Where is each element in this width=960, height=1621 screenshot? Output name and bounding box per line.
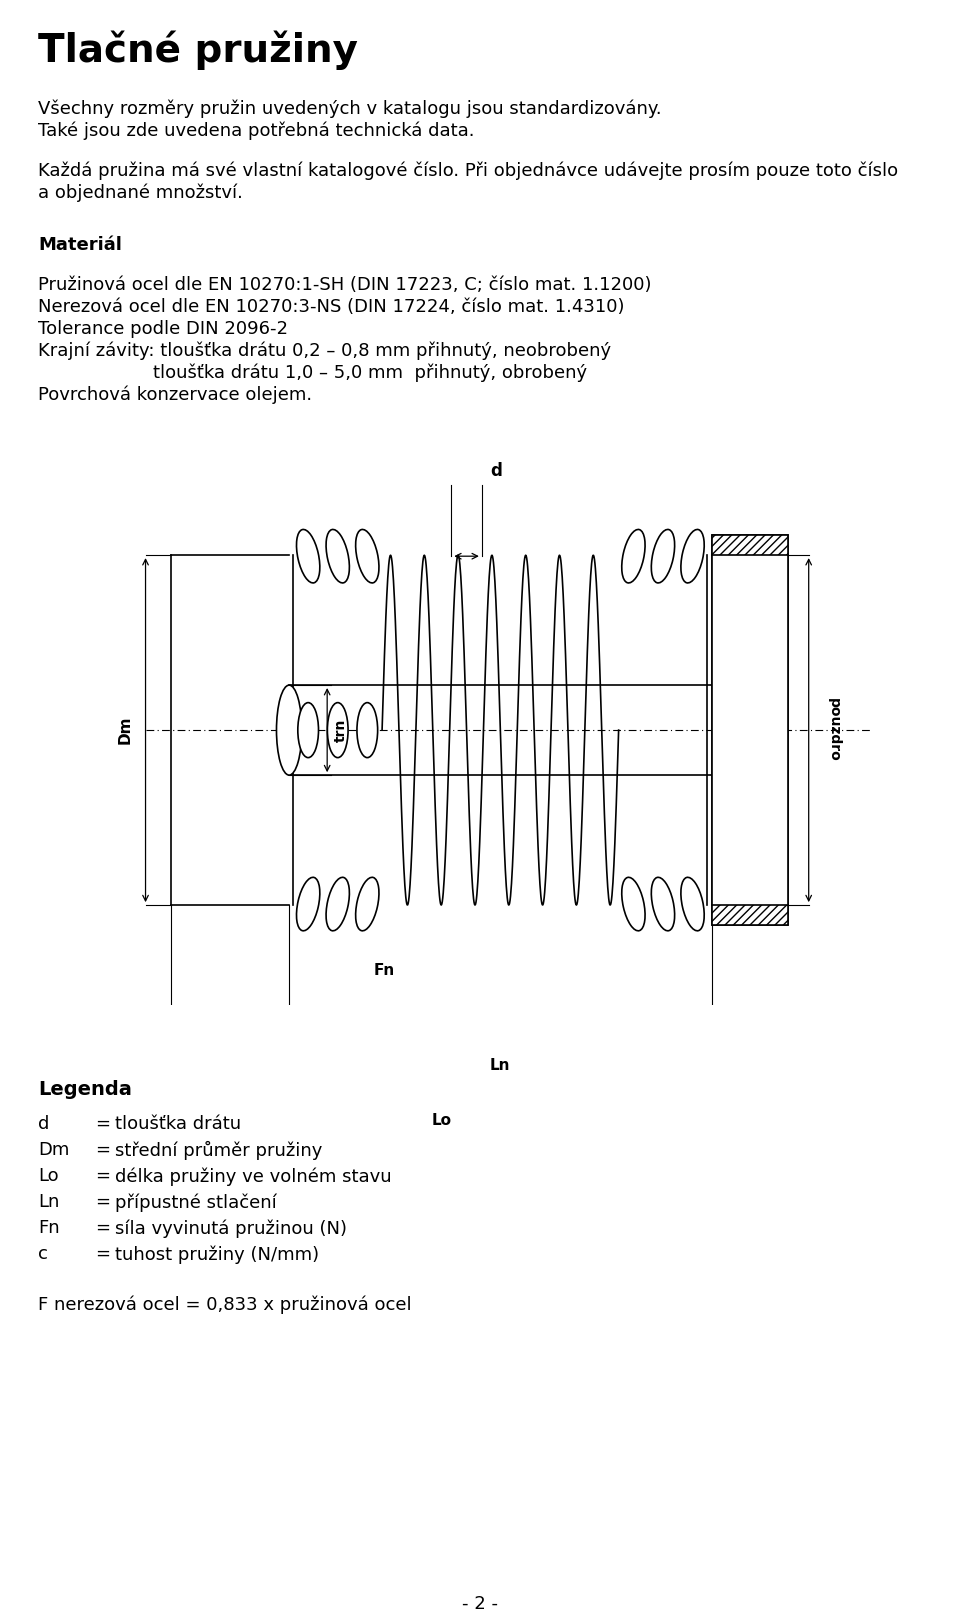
Text: =: = [95,1219,110,1237]
Text: Lo: Lo [431,1114,451,1128]
Text: Fn: Fn [373,963,395,977]
Bar [711,535,787,926]
Text: střední průměr pružiny: střední průměr pružiny [115,1141,323,1161]
Ellipse shape [326,530,349,584]
Text: Nerezová ocel dle EN 10270:3-NS (DIN 17224, číslo mat. 1.4310): Nerezová ocel dle EN 10270:3-NS (DIN 172… [38,298,625,316]
Text: Každá pružina má své vlastní katalogové číslo. Při objednávce udávejte prosím po: Každá pružina má své vlastní katalogové … [38,162,899,180]
Text: tloušťka drátu 1,0 – 5,0 mm  přihnutý, obrobený: tloušťka drátu 1,0 – 5,0 mm přihnutý, ob… [38,365,588,383]
Ellipse shape [276,686,301,775]
Text: Fn: Fn [38,1219,60,1237]
Text: síla vyvinutá pružinou (N): síla vyvinutá pružinou (N) [115,1219,347,1237]
Bar [711,535,787,926]
Ellipse shape [297,877,320,930]
Ellipse shape [651,530,675,584]
Text: a objednané množství.: a objednané množství. [38,185,243,203]
Text: Také jsou zde uvedena potřebná technická data.: Také jsou zde uvedena potřebná technická… [38,122,474,141]
Text: Materiál: Materiál [38,237,122,254]
Text: Tlačné pružiny: Tlačné pružiny [38,31,358,70]
Text: =: = [95,1115,110,1133]
Text: F nerezová ocel = 0,833 x pružinová ocel: F nerezová ocel = 0,833 x pružinová ocel [38,1297,412,1315]
Text: pouzdro: pouzdro [828,699,841,762]
Text: trn: trn [334,718,348,742]
Ellipse shape [622,877,645,930]
Ellipse shape [298,702,319,757]
Text: d: d [38,1115,49,1133]
Ellipse shape [681,530,705,584]
Bar [711,554,787,905]
Text: Tolerance podle DIN 2096-2: Tolerance podle DIN 2096-2 [38,319,288,339]
Ellipse shape [357,702,377,757]
Text: d: d [491,462,502,480]
Bar [711,905,787,926]
Text: Dm: Dm [118,716,132,744]
Text: Legenda: Legenda [38,1080,132,1099]
Ellipse shape [297,530,320,584]
Text: Krajní závity: tloušťka drátu 0,2 – 0,8 mm přihnutý, neobrobený: Krajní závity: tloušťka drátu 0,2 – 0,8 … [38,342,612,360]
Text: Ln: Ln [491,1059,511,1073]
Text: tloušťka drátu: tloušťka drátu [115,1115,241,1133]
Text: Lo: Lo [38,1167,59,1185]
Text: - 2 -: - 2 - [462,1595,498,1613]
Ellipse shape [355,877,379,930]
Text: =: = [95,1141,110,1159]
Text: Pružinová ocel dle EN 10270:1-SH (DIN 17223, C; číslo mat. 1.1200): Pružinová ocel dle EN 10270:1-SH (DIN 17… [38,276,652,293]
Bar [711,535,787,554]
Text: Všechny rozměry pružin uvedených v katalogu jsou standardizovány.: Všechny rozměry pružin uvedených v katal… [38,101,661,118]
Ellipse shape [355,530,379,584]
Ellipse shape [326,877,349,930]
Ellipse shape [327,702,348,757]
Text: Ln: Ln [38,1193,60,1211]
Text: tuhost pružiny (N/mm): tuhost pružiny (N/mm) [115,1245,319,1263]
Text: c: c [38,1245,48,1263]
Text: Dm: Dm [38,1141,69,1159]
Ellipse shape [681,877,705,930]
Text: =: = [95,1245,110,1263]
Text: =: = [95,1193,110,1211]
Text: přípustné stlačení: přípustné stlačení [115,1193,276,1211]
Text: délka pružiny ve volném stavu: délka pružiny ve volném stavu [115,1167,392,1185]
Text: =: = [95,1167,110,1185]
Text: Povrchová konzervace olejem.: Povrchová konzervace olejem. [38,386,312,405]
Ellipse shape [622,530,645,584]
Ellipse shape [651,877,675,930]
